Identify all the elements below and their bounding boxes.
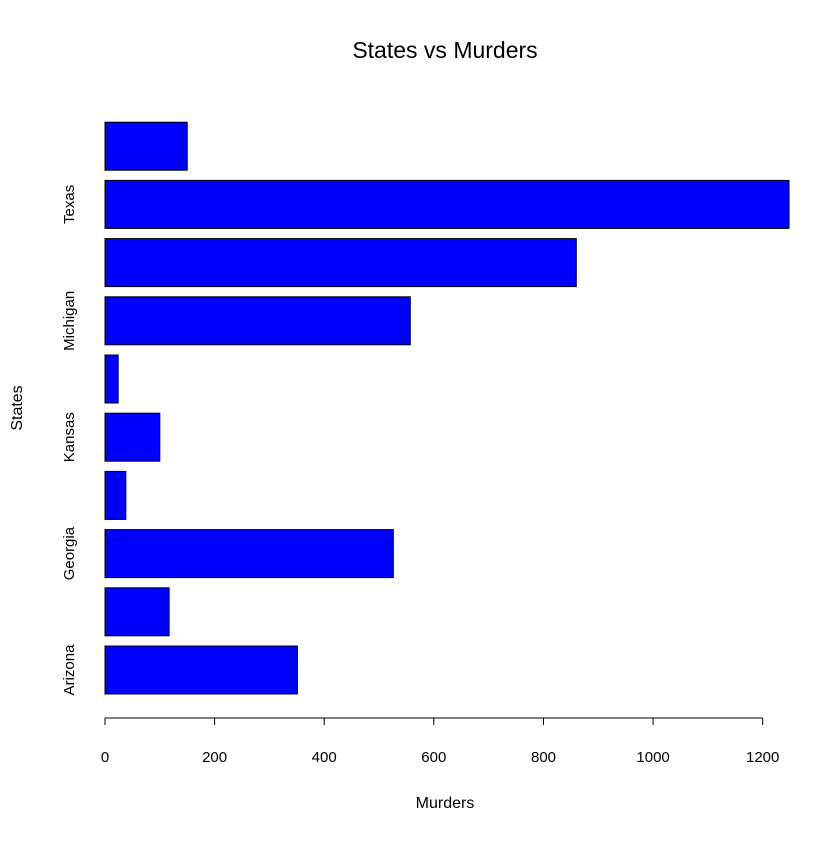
x-tick-label-1200: 1200	[746, 749, 779, 766]
x-tick-label-800: 800	[531, 749, 556, 766]
bar-5	[104, 354, 119, 404]
y-axis-title: States	[9, 385, 26, 430]
bar-0	[104, 645, 298, 695]
y-tick-label-arizona: Arizona	[61, 644, 78, 696]
y-tick-label-texas: Texas	[61, 185, 78, 224]
x-axis: 0 200 400 600 800 1000 1200	[101, 717, 779, 766]
x-tick-label-0: 0	[101, 749, 109, 766]
y-tick-label-georgia: Georgia	[61, 526, 78, 580]
x-tick-label-400: 400	[312, 749, 337, 766]
bar-2	[104, 529, 394, 579]
bars-group	[104, 121, 790, 695]
x-tick-label-600: 600	[421, 749, 446, 766]
y-tick-label-michigan: Michigan	[61, 291, 78, 351]
chart-title: States vs Murders	[352, 37, 537, 63]
bar-1	[104, 587, 170, 637]
bar-7	[104, 238, 577, 288]
y-axis-labels: Arizona Georgia Kansas Michigan Texas	[61, 185, 78, 696]
x-tick-label-200: 200	[202, 749, 227, 766]
bar-8	[104, 179, 790, 229]
x-tick-label-1000: 1000	[636, 749, 669, 766]
bar-6	[104, 296, 411, 346]
bar-4	[104, 412, 161, 462]
x-axis-title: Murders	[416, 795, 475, 812]
bar-9	[104, 121, 188, 171]
y-tick-label-kansas: Kansas	[61, 412, 78, 462]
bar-3	[104, 470, 127, 520]
